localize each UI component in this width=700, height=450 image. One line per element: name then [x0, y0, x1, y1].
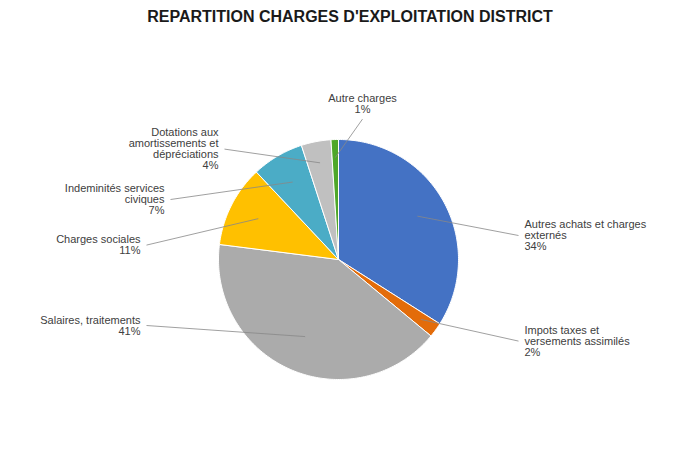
svg-text:Impots taxes etversements assi: Impots taxes etversements assimilés2% [525, 324, 631, 358]
svg-text:Charges sociales11%: Charges sociales11% [56, 233, 141, 256]
svg-text:Indeminités servicesciviques7%: Indeminités servicesciviques7% [65, 182, 165, 216]
svg-text:Autre charges1%: Autre charges1% [328, 92, 397, 115]
svg-text:Salaires, traitements41%: Salaires, traitements41% [40, 314, 141, 337]
svg-text:Autres achats et chargesextern: Autres achats et chargesexternés34% [525, 218, 647, 252]
html-text:REPARTITION CHARGES D'EXPLOITA: REPARTITION CHARGES D'EXPLOITATION DISTR… [147, 8, 553, 25]
svg-text:Dotations auxamortissements et: Dotations auxamortissements etdépréciati… [129, 126, 219, 171]
